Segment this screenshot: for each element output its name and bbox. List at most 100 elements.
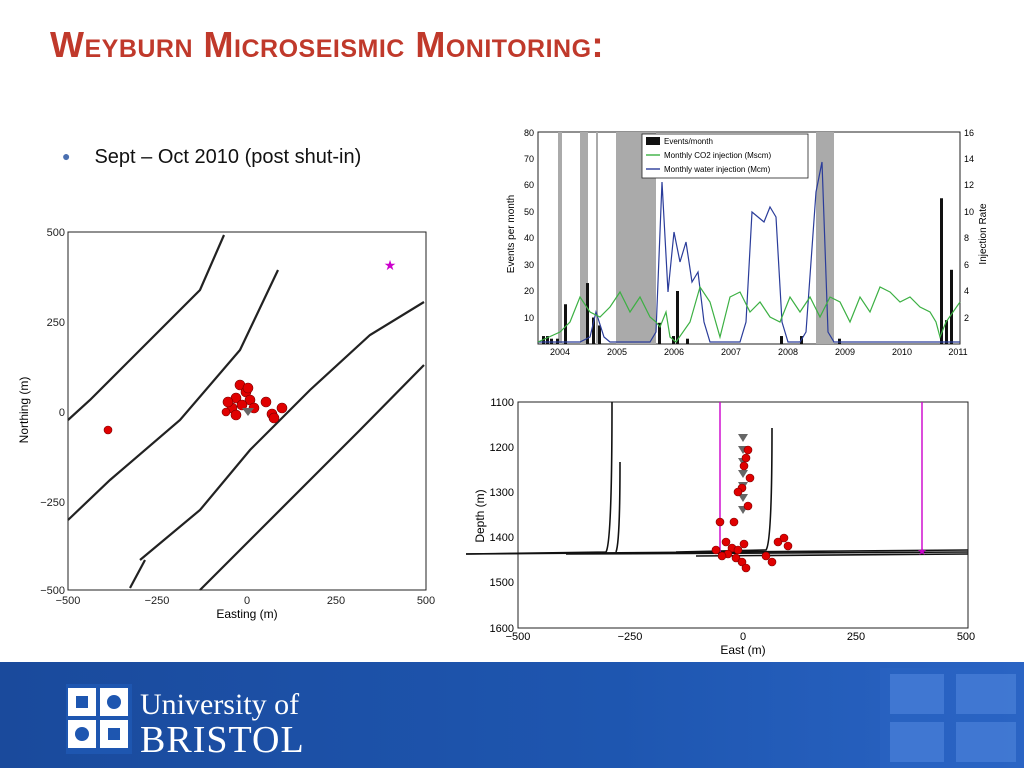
chart-legend: Events/month Monthly CO2 injection (Mscm… [641,133,809,179]
event-bar [940,198,943,344]
svg-text:0: 0 [740,631,746,643]
water-injection-line [538,161,960,343]
university-crest-icon [66,684,132,754]
svg-text:2: 2 [964,313,969,323]
geophone-string [738,434,748,514]
svg-text:30: 30 [524,260,534,270]
chart-ylabel: Events per month [506,195,517,273]
event-bar [945,320,948,344]
event-bar [586,283,589,344]
university-logo: University of BRISTOL [140,688,305,761]
svg-text:−250: −250 [40,497,65,509]
depth-ylabel: Depth (m) [473,489,487,542]
logo-line2: BRISTOL [140,719,305,761]
svg-text:40: 40 [524,233,534,243]
svg-text:−500: −500 [506,631,531,643]
svg-text:−500: −500 [56,595,81,607]
svg-text:2007: 2007 [721,347,741,357]
event-bar [556,338,559,344]
svg-text:2008: 2008 [778,347,798,357]
map-xlabel: Easting (m) [216,607,277,621]
well-traces [67,234,425,591]
svg-text:250: 250 [847,631,865,643]
chart-y2label: Injection Rate [978,203,989,265]
svg-text:2010: 2010 [892,347,912,357]
svg-text:60: 60 [524,180,534,190]
svg-text:1500: 1500 [490,577,514,589]
events-chart: Events/month Monthly CO2 injection (Mscm… [506,128,989,357]
svg-text:0: 0 [244,595,250,607]
map-plot: ★ 500 250 0 −250 −500 −500 −250 0 250 50… [17,227,436,621]
event-bar [564,304,567,344]
map-y-ticks: 500 250 0 −250 −500 [40,227,65,597]
event-bar [686,338,689,344]
depth-y-ticks: 1100 1200 1300 1400 1500 1600 [490,397,514,635]
bullet-dot-icon: ● [62,148,71,164]
legend-events: Events/month [664,137,713,146]
event-bar [592,317,595,344]
event-bar [546,336,549,344]
svg-text:14: 14 [964,154,974,164]
chart-x-ticks: 2004 2005 2006 2007 2008 2009 2010 2011 [550,347,968,357]
svg-text:1100: 1100 [490,397,514,409]
sensor-icon [242,408,254,416]
depth-events [711,445,793,573]
footer-bar [0,662,1024,768]
event-bar [950,269,953,344]
chart-y-ticks: 80 70 60 50 40 30 20 10 [524,128,534,323]
event-bar [676,291,679,344]
legend-co2: Monthly CO2 injection (Mscm) [664,151,771,160]
crest-watermark-icon [880,668,1024,768]
svg-text:2009: 2009 [835,347,855,357]
svg-text:1400: 1400 [490,532,514,544]
slide-title: Weyburn Microseismic Monitoring: [50,24,605,65]
injector-star-icon: ★ [917,546,927,558]
svg-text:6: 6 [964,260,969,270]
svg-text:2011: 2011 [948,347,967,357]
bullet-item: ● Sept – Oct 2010 (post shut-in) [62,146,361,169]
svg-text:8: 8 [964,233,969,243]
svg-text:10: 10 [964,207,974,217]
event-bar [550,338,553,344]
svg-text:2006: 2006 [664,347,684,357]
svg-text:250: 250 [47,317,65,329]
depth-x-ticks: −500 −250 0 250 500 [506,631,976,643]
svg-text:10: 10 [524,313,534,323]
svg-text:1300: 1300 [490,487,514,499]
logo-line1: University of [140,688,300,721]
svg-text:2004: 2004 [550,347,570,357]
svg-text:−250: −250 [618,631,643,643]
svg-text:4: 4 [964,286,969,296]
injector-star-icon: ★ [384,257,397,273]
depth-plot: ★ 1100 1200 1300 1400 1500 1600 −500 −250 0 2… [466,397,976,657]
shutin-bands [558,132,834,344]
legend-water: Monthly water injection (Mcm) [664,165,771,174]
svg-text:0: 0 [59,407,65,419]
svg-text:250: 250 [327,595,345,607]
svg-text:500: 500 [417,595,435,607]
svg-text:80: 80 [524,128,534,138]
svg-text:2005: 2005 [607,347,627,357]
co2-injection-line [537,285,961,343]
svg-text:1200: 1200 [490,442,514,454]
event-bar [598,325,601,344]
svg-text:−500: −500 [40,585,65,597]
svg-text:20: 20 [524,286,534,296]
chart-y2-ticks: 16 14 12 10 8 6 4 2 [964,128,974,323]
svg-text:70: 70 [524,154,534,164]
depth-xlabel: East (m) [720,643,765,657]
svg-text:50: 50 [524,207,534,217]
svg-text:16: 16 [964,128,974,138]
map-x-ticks: −500 −250 0 250 500 [56,595,436,607]
map-ylabel: Northing (m) [17,377,31,444]
svg-text:500: 500 [957,631,975,643]
event-bar [658,322,661,344]
svg-text:500: 500 [47,227,65,239]
bullet-text: Sept – Oct 2010 (post shut-in) [94,146,362,168]
map-events [103,379,288,435]
svg-text:1600: 1600 [490,623,514,635]
svg-text:−250: −250 [145,595,170,607]
svg-text:12: 12 [964,180,974,190]
event-bar [780,336,783,344]
event-bar [838,338,841,344]
